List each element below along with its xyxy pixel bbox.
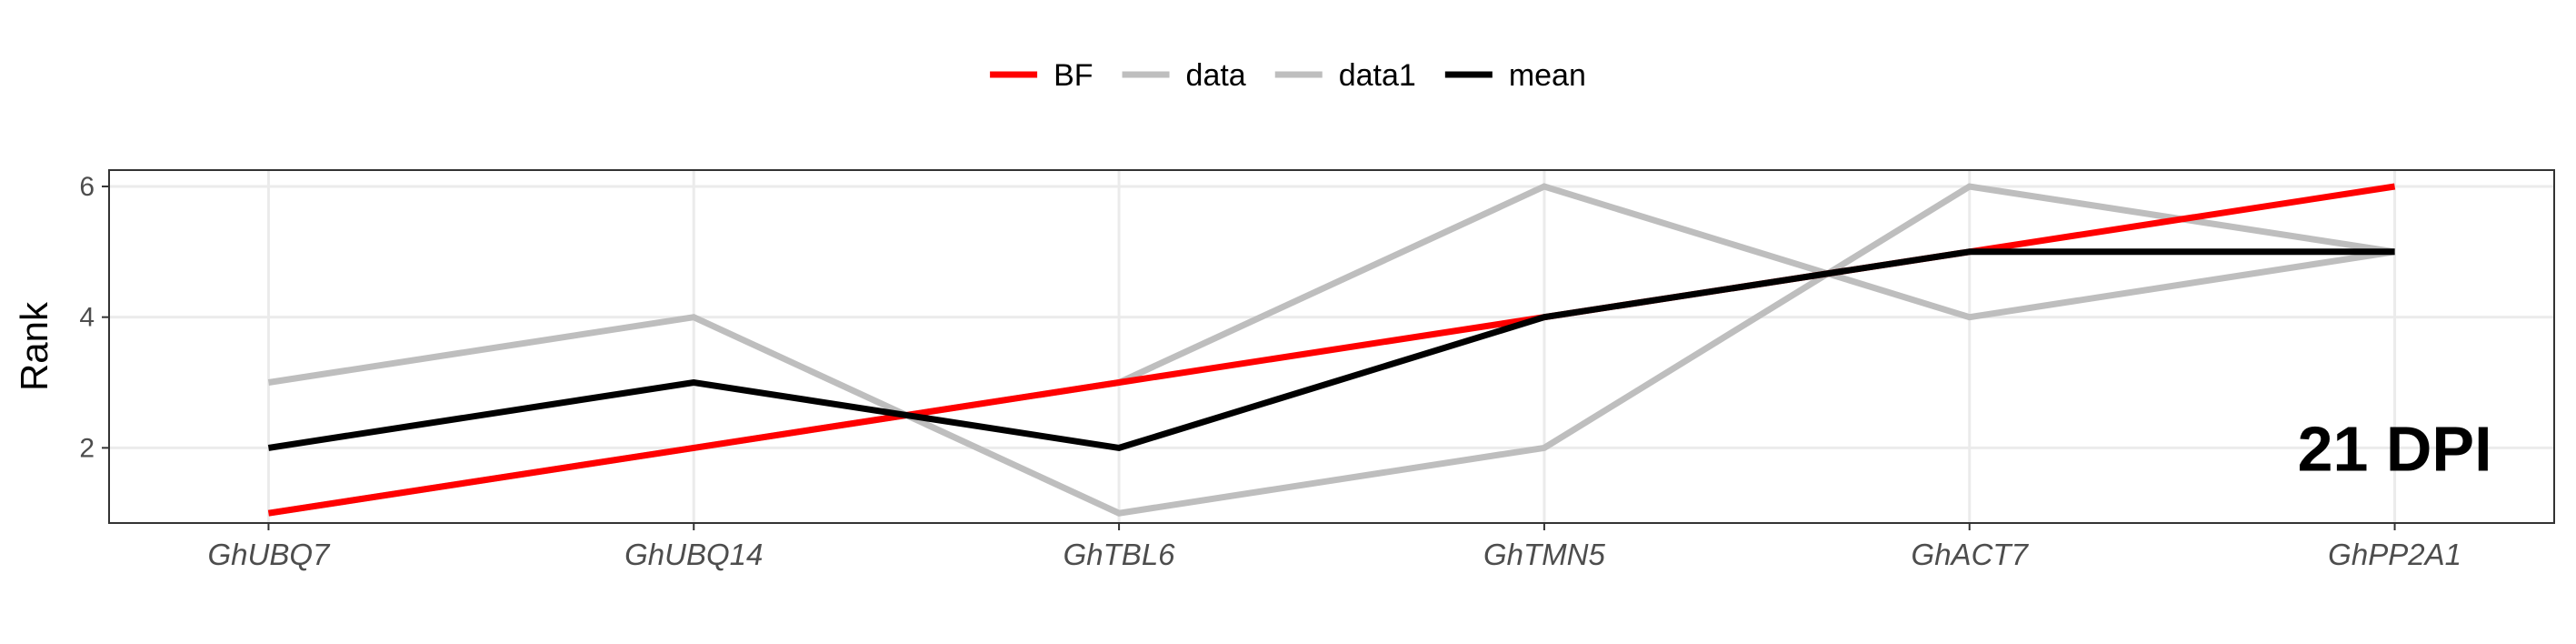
legend: BF data data1 mean [990, 58, 1586, 93]
legend-label: mean [1509, 58, 1586, 93]
legend-label: BF [1053, 58, 1093, 93]
y-tick-label: 4 [79, 303, 95, 333]
y-tick-label: 6 [79, 172, 95, 202]
x-tick-label: GhTMN5 [1483, 538, 1606, 571]
y-axis: 2 4 6 [79, 172, 109, 463]
y-tick-label: 2 [79, 433, 95, 463]
panel-annotation: 21 DPI [2298, 413, 2492, 484]
x-axis: GhUBQ7 GhUBQ14 GhTBL6 GhTMN5 GhACT7 GhPP2A1 [207, 523, 2461, 571]
series-line-mean [267, 248, 2395, 451]
x-tick-label: GhUBQ7 [207, 538, 331, 571]
series-line-BF [267, 183, 2396, 517]
x-tick-label: GhPP2A1 [2328, 538, 2461, 571]
series-lines [267, 183, 2396, 517]
x-tick-label: GhACT7 [1912, 538, 2030, 571]
y-axis-title: Rank [13, 301, 55, 391]
plot-panel-border [108, 169, 2555, 524]
legend-label: data1 [1339, 58, 1416, 93]
grid [109, 170, 2554, 523]
x-tick-label: GhTBL6 [1063, 538, 1176, 571]
x-tick-label: GhUBQ14 [624, 538, 763, 571]
legend-label: data [1186, 58, 1246, 93]
series-line-data [267, 183, 2396, 517]
